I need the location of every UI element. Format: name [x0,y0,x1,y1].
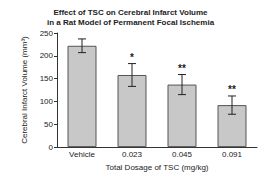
svg-text:0.045: 0.045 [172,150,193,159]
svg-text:150: 150 [40,74,54,83]
svg-text:Vehicle: Vehicle [69,150,95,159]
svg-text:*: * [130,52,134,63]
svg-text:0.091: 0.091 [222,150,243,159]
svg-text:200: 200 [40,51,54,60]
svg-text:50: 50 [44,120,53,129]
svg-text:100: 100 [40,97,54,106]
svg-text:**: ** [178,63,186,74]
svg-text:0: 0 [49,143,54,152]
svg-text:250: 250 [40,29,54,38]
svg-text:0.023: 0.023 [122,150,143,159]
svg-text:Total Dosage of TSC (mg/kg): Total Dosage of TSC (mg/kg) [105,163,208,172]
svg-text:**: ** [228,84,236,95]
svg-text:Effect of TSC on Cerebral Infa: Effect of TSC on Cerebral Infarct Volume [53,8,208,17]
svg-text:Cerebral Infarct Volume (mm³): Cerebral Infarct Volume (mm³) [20,36,29,144]
svg-text:in a Rat Model of Permanent Fo: in a Rat Model of Permanent Focal Ischem… [47,18,215,27]
